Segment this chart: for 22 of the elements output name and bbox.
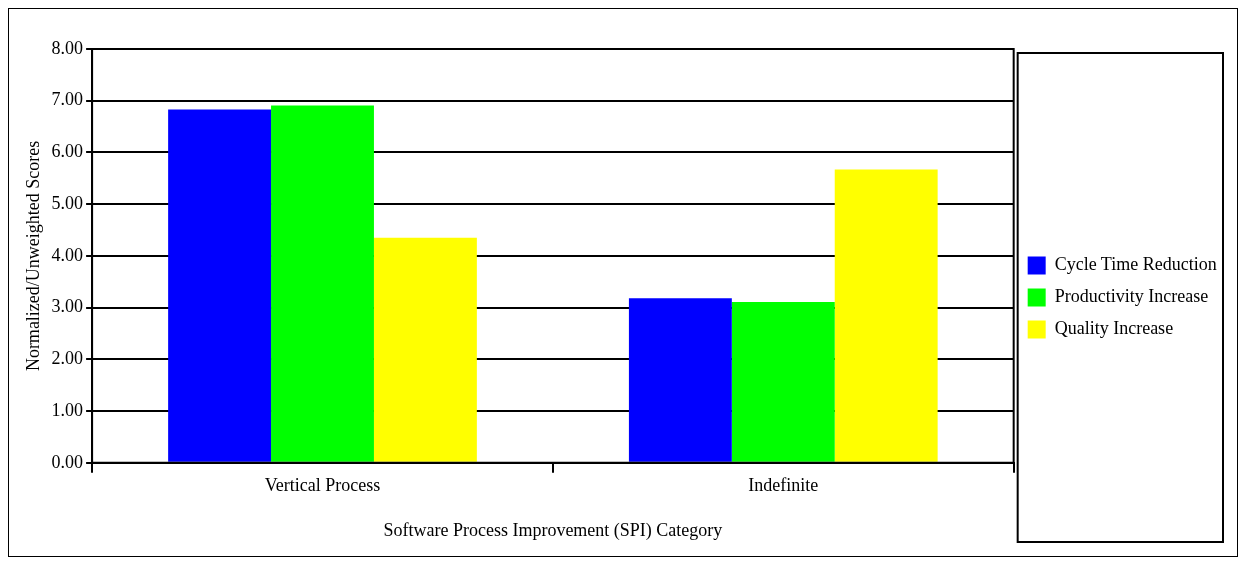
bar [168, 109, 272, 462]
bar [628, 298, 732, 462]
x-tick-label: Indefinite [748, 475, 819, 496]
x-axis-title: Software Process Improvement (SPI) Category [383, 519, 723, 541]
bar [731, 301, 835, 462]
y-tick-label: 8.00 [51, 37, 84, 58]
y-tick-label: 3.00 [51, 296, 84, 317]
y-tick-label: 5.00 [51, 192, 84, 213]
legend-label: Cycle Time Reduction [1054, 254, 1217, 275]
y-tick-label: 0.00 [51, 451, 84, 472]
y-tick-label: 4.00 [51, 244, 84, 265]
y-tick-label: 6.00 [51, 141, 84, 162]
x-tick-label: Vertical Process [264, 475, 381, 496]
y-tick-label: 2.00 [51, 348, 84, 369]
y-axis-title: Normalized/Unweighted Scores [22, 140, 43, 372]
legend-label: Productivity Increase [1054, 286, 1209, 307]
bar [373, 237, 477, 462]
bar [834, 169, 938, 462]
y-tick-label: 1.00 [51, 399, 84, 420]
legend-label: Quality Increase [1054, 318, 1174, 339]
bar [271, 105, 374, 462]
y-tick-label: 7.00 [51, 89, 84, 110]
